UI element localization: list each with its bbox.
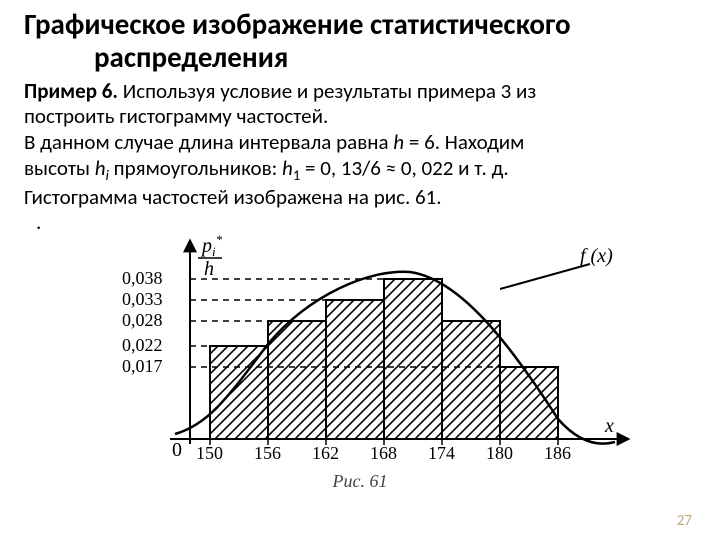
svg-text:150: 150	[196, 443, 223, 463]
body-l4e: = 0, 13/6 ≈ 0, 022 и т. д.	[300, 155, 508, 181]
page-number: 27	[677, 512, 692, 530]
svg-text:168: 168	[370, 443, 397, 463]
curve-label: f (x)	[580, 245, 613, 267]
x-axis-label: x	[604, 415, 614, 437]
body-text-block: Пример 6. Используя условие и результаты…	[24, 79, 696, 236]
body-l4-hi: h	[95, 155, 106, 181]
histogram-chart: pi* h 0,038	[80, 234, 640, 469]
svg-text:0,028: 0,028	[122, 310, 163, 330]
svg-text:0,017: 0,017	[122, 356, 163, 376]
body-l1: Используя условие и результаты примера 3…	[118, 78, 536, 104]
body-l4a: высоты	[24, 155, 95, 181]
svg-text:162: 162	[312, 443, 339, 463]
x-ticks: 150 156 162 168 174 180 186	[196, 439, 571, 463]
body-l3c: = 6. Находим	[404, 129, 524, 155]
svg-text:186: 186	[544, 443, 571, 463]
body-l2: построить гистограмму частостей.	[24, 103, 328, 129]
yaxis-label-denom: h	[204, 258, 214, 280]
svg-text:180: 180	[486, 443, 513, 463]
svg-text:0,038: 0,038	[122, 268, 163, 288]
body-dot: .	[24, 209, 41, 235]
body-l3a: В данном случае длина интервала равна	[24, 129, 393, 155]
body-l4-h1: h	[282, 155, 293, 181]
histogram-bars	[210, 279, 558, 439]
body-l4c: прямоугольников:	[109, 155, 282, 181]
title-line2: распределения	[24, 39, 288, 75]
svg-text:0,022: 0,022	[122, 335, 163, 355]
body-l3-h: h	[393, 129, 404, 155]
figure-caption: Рис. 61	[24, 471, 696, 492]
y-tick-labels: 0,038 0,033 0,028 0,022 0,017	[122, 268, 163, 376]
svg-text:0,033: 0,033	[122, 289, 163, 309]
example-label: Пример 6.	[24, 78, 118, 104]
yaxis-label-numer: pi*	[200, 234, 223, 259]
body-l5: Гистограмма частостей изображена на рис.…	[24, 184, 442, 210]
title-line1: Графическое изображение статистического	[24, 6, 571, 42]
svg-text:156: 156	[254, 443, 281, 463]
svg-text:174: 174	[428, 443, 455, 463]
origin-label: 0	[172, 439, 182, 461]
